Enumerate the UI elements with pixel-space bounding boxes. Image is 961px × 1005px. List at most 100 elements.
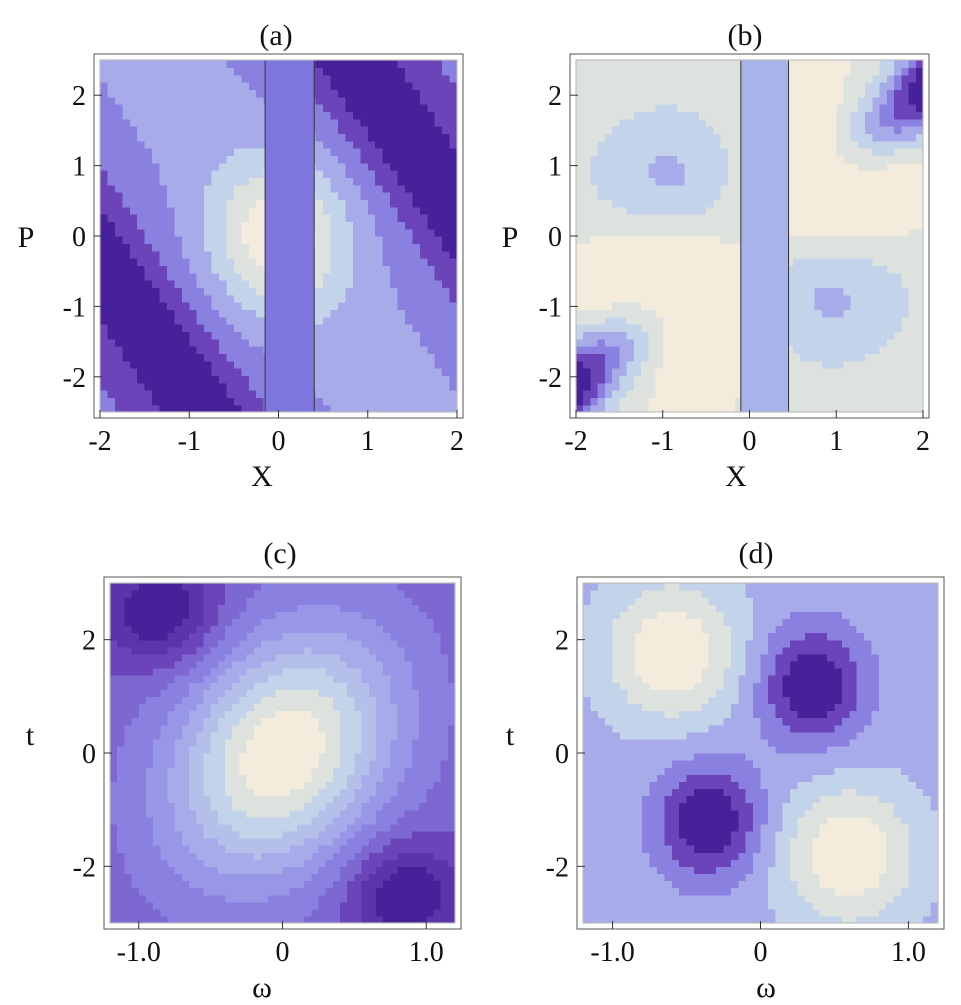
contour-cell bbox=[174, 74, 183, 83]
contour-cell bbox=[626, 346, 635, 354]
contour-cell bbox=[604, 74, 613, 83]
contour-cell bbox=[648, 170, 657, 178]
contour-cell bbox=[256, 294, 265, 303]
contour-cell bbox=[315, 118, 324, 127]
contour-cell bbox=[304, 908, 312, 917]
contour-cell bbox=[189, 873, 197, 882]
contour-cell bbox=[397, 887, 406, 896]
contour-cell bbox=[691, 89, 700, 98]
contour-cell bbox=[821, 258, 830, 266]
contour-cell bbox=[152, 192, 161, 200]
contour-cell bbox=[217, 873, 226, 882]
contour-cell bbox=[901, 118, 910, 127]
contour-cell bbox=[894, 148, 902, 156]
contour-cell bbox=[248, 184, 257, 193]
contour-cell bbox=[879, 67, 888, 76]
contour-cell bbox=[698, 126, 707, 134]
contour-cell bbox=[590, 404, 599, 413]
contour-cell bbox=[211, 280, 220, 288]
contour-cell bbox=[211, 82, 220, 90]
contour-cell bbox=[124, 908, 133, 917]
contour-cell bbox=[576, 184, 584, 193]
contour-cell bbox=[390, 908, 399, 917]
contour-cell bbox=[886, 390, 895, 398]
contour-cell bbox=[145, 880, 154, 889]
contour-cell bbox=[330, 74, 339, 83]
contour-cell bbox=[706, 338, 714, 347]
contour-cell bbox=[691, 331, 700, 340]
contour-cell bbox=[655, 243, 664, 252]
contour-cell bbox=[677, 338, 686, 347]
contour-cell bbox=[604, 265, 613, 274]
contour-cell bbox=[412, 382, 421, 391]
contour-cell bbox=[114, 111, 123, 120]
contour-cell bbox=[174, 887, 183, 896]
contour-cell bbox=[345, 404, 354, 413]
contour-cell bbox=[648, 368, 657, 376]
contour-cell bbox=[219, 287, 228, 296]
panel-c-plot: -1.0 0 1.0-202 bbox=[73, 576, 462, 968]
contour-cell bbox=[412, 346, 421, 354]
contour-cell bbox=[677, 360, 686, 369]
contour-cell bbox=[144, 236, 153, 244]
contour-cell bbox=[427, 243, 436, 252]
contour-cell bbox=[268, 915, 276, 924]
contour-cell bbox=[720, 368, 729, 376]
contour-cell bbox=[226, 250, 235, 259]
contour-cell bbox=[219, 280, 228, 288]
contour-cell bbox=[360, 287, 369, 296]
contour-cell bbox=[894, 221, 902, 230]
contour-cell bbox=[915, 346, 924, 354]
contour-cell bbox=[323, 250, 332, 259]
contour-cell bbox=[677, 140, 686, 149]
contour-cell bbox=[915, 155, 924, 164]
contour-cell bbox=[662, 294, 671, 303]
contour-cell bbox=[800, 74, 808, 83]
contour-cell bbox=[256, 316, 265, 325]
contour-cell bbox=[447, 901, 456, 910]
contour-cell bbox=[166, 236, 175, 244]
contour-cell bbox=[576, 67, 584, 76]
contour-cell bbox=[684, 133, 693, 142]
contour-cell bbox=[442, 243, 451, 252]
contour-cell bbox=[879, 280, 888, 288]
contour-cell bbox=[412, 338, 421, 347]
contour-cell bbox=[256, 309, 265, 318]
contour-cell bbox=[792, 324, 801, 332]
contour-cell bbox=[894, 243, 902, 252]
contour-cell bbox=[181, 82, 190, 90]
contour-cell bbox=[419, 390, 428, 398]
contour-cell bbox=[144, 258, 153, 266]
contour-cell bbox=[800, 382, 808, 391]
contour-cell bbox=[122, 192, 131, 200]
contour-cell bbox=[397, 221, 406, 230]
contour-cell bbox=[412, 74, 421, 83]
contour-cell bbox=[713, 67, 722, 76]
contour-cell bbox=[114, 199, 123, 208]
contour-cell bbox=[233, 155, 242, 164]
contour-cell bbox=[323, 390, 332, 398]
contour-cell bbox=[735, 360, 743, 369]
contour-cell bbox=[248, 140, 257, 149]
contour-cell bbox=[590, 258, 599, 266]
contour-cell bbox=[720, 162, 729, 171]
contour-cell bbox=[612, 133, 620, 142]
contour-cell bbox=[886, 287, 895, 296]
contour-cell bbox=[419, 397, 428, 406]
contour-cell bbox=[792, 353, 801, 362]
contour-cell bbox=[211, 162, 220, 171]
contour-cell bbox=[122, 199, 131, 208]
contour-cell bbox=[843, 206, 852, 215]
contour-cell bbox=[375, 89, 384, 98]
contour-cell bbox=[375, 67, 384, 76]
contour-cell bbox=[684, 353, 693, 362]
contour-cell bbox=[345, 82, 354, 90]
contour-cell bbox=[713, 397, 722, 406]
contour-cell bbox=[655, 368, 664, 376]
contour-cell bbox=[166, 60, 175, 68]
contour-cell bbox=[829, 148, 837, 156]
contour-cell bbox=[330, 294, 339, 303]
contour-cell bbox=[404, 170, 413, 178]
contour-cell bbox=[196, 302, 205, 310]
contour-cell bbox=[367, 346, 376, 354]
